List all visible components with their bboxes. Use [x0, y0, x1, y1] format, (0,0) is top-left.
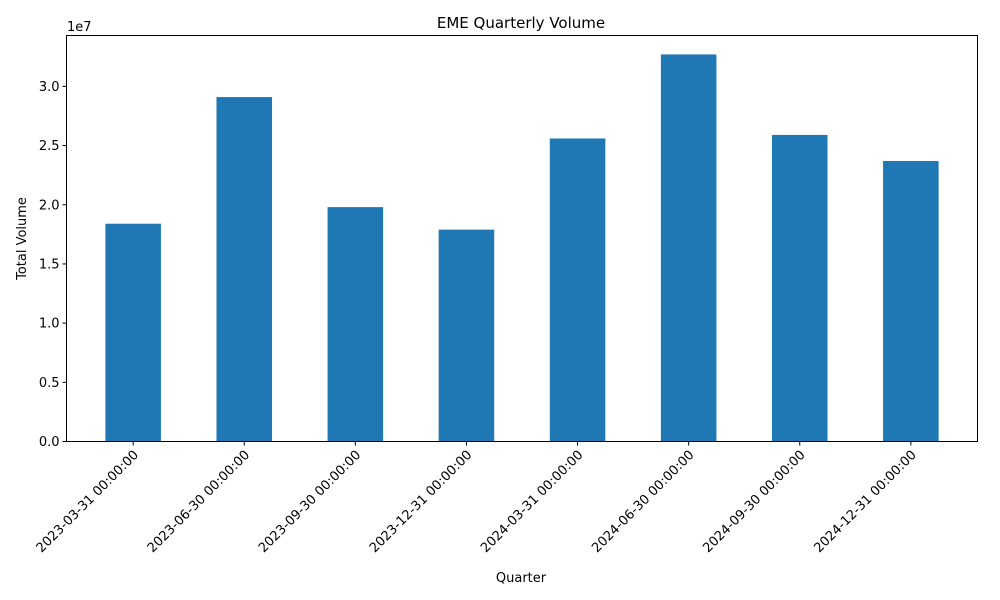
bar-4	[549, 138, 606, 442]
x-tick-label-4: 2024-03-31 00:00:00	[478, 448, 586, 556]
y-offset-label: 1e7	[67, 20, 92, 35]
bar-3	[438, 229, 495, 442]
x-tick-label-1: 2023-06-30 00:00:00	[145, 448, 253, 556]
y-tick-label-5: 2.5	[39, 139, 60, 154]
y-axis-label: Total Volume	[15, 197, 30, 281]
x-tick-label-0: 2023-03-31 00:00:00	[34, 448, 142, 556]
bar-7	[883, 160, 939, 442]
y-tick-label-2: 1.0	[39, 317, 60, 332]
y-tick-label-4: 2.0	[39, 198, 60, 213]
y-tick-label-1: 0.5	[39, 376, 60, 391]
y-tick-label-0: 0.0	[39, 435, 60, 450]
x-tick-label-7: 2024-12-31 00:00:00	[811, 448, 919, 556]
bar-5	[660, 54, 717, 442]
y-tick-label-6: 3.0	[39, 80, 60, 95]
x-tick-label-3: 2023-12-31 00:00:00	[367, 448, 475, 556]
bar-1	[216, 97, 273, 442]
bar-6	[771, 134, 828, 442]
y-tick-label-3: 1.5	[39, 257, 60, 272]
x-tick-label-6: 2024-09-30 00:00:00	[700, 448, 808, 556]
bars-group	[105, 54, 939, 442]
x-axis: 2023-03-31 00:00:00 2023-06-30 00:00:00 20…	[34, 441, 920, 556]
x-tick-label-2: 2023-09-30 00:00:00	[256, 448, 364, 556]
y-axis: 0.0 0.5 1.0 1.5 2.0 2.5 3.0	[39, 80, 67, 450]
plot-frame	[66, 35, 978, 442]
x-tick-label-5: 2024-06-30 00:00:00	[589, 448, 697, 556]
x-axis-label: Quarter	[496, 571, 547, 586]
bar-2	[327, 207, 384, 442]
bar-0	[105, 223, 161, 442]
chart-title: EME Quarterly Volume	[437, 14, 605, 32]
